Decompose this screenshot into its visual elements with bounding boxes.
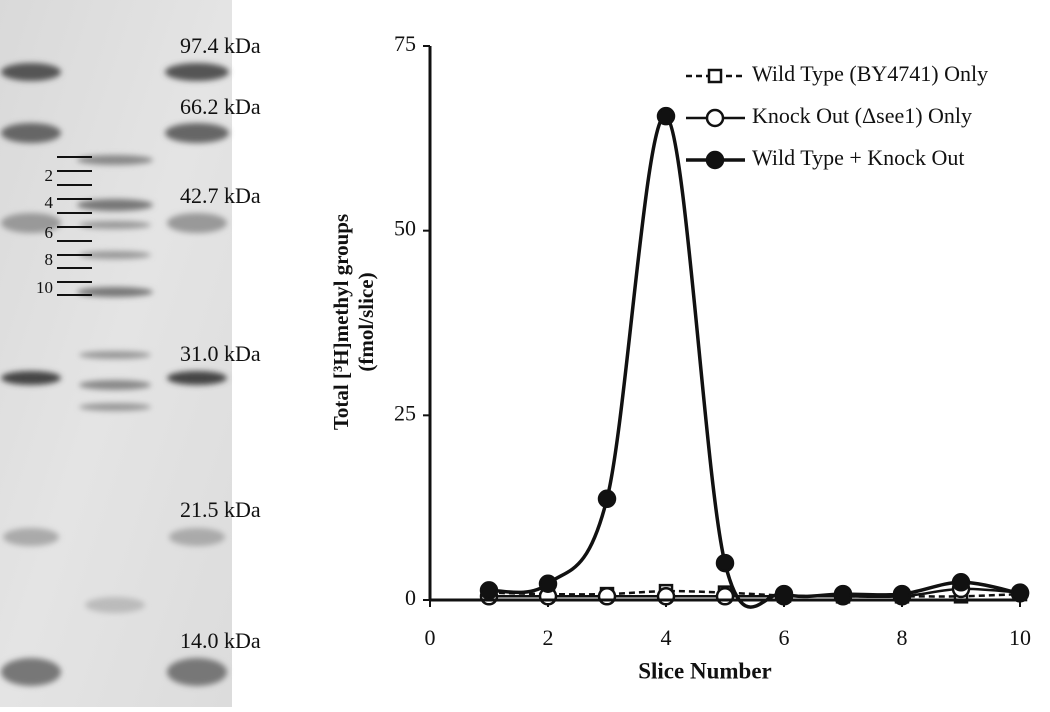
y-axis-label: (fmol/slice)	[354, 272, 378, 371]
marker-label: 21.5 kDa	[180, 497, 261, 522]
series-line	[488, 589, 1021, 598]
marker-label: 97.4 kDa	[180, 33, 261, 58]
slice-label: 6	[45, 223, 54, 242]
slice-ticks	[57, 156, 92, 296]
slice-label: 10	[36, 278, 53, 297]
gel-bands	[1, 63, 229, 686]
marker	[833, 584, 853, 604]
slice-label: 8	[45, 250, 54, 269]
series-line	[488, 114, 1021, 609]
marker	[951, 573, 971, 592]
marker	[656, 106, 676, 126]
marker	[774, 584, 794, 604]
legend-marker	[707, 68, 723, 84]
x-tick-label: 2	[543, 625, 554, 650]
x-tick-label: 10	[1009, 625, 1031, 650]
slice-label: 4	[45, 193, 54, 212]
marker	[656, 587, 676, 606]
marker	[715, 553, 735, 573]
y-tick-label: 0	[405, 585, 416, 610]
marker-label: 42.7 kDa	[180, 183, 261, 208]
legend-label: Wild Type + Knock Out	[752, 145, 964, 170]
marker-label: 66.2 kDa	[180, 94, 261, 119]
y-tick-label: 75	[394, 31, 416, 56]
x-tick-label: 0	[425, 625, 436, 650]
marker	[597, 489, 617, 509]
marker	[892, 584, 912, 604]
x-tick-label: 8	[897, 625, 908, 650]
legend-label: Knock Out (Δsee1) Only	[752, 103, 972, 128]
x-axis-label: Slice Number	[638, 658, 772, 683]
legend-marker	[705, 150, 725, 170]
x-tick-label: 6	[779, 625, 790, 650]
y-axis-label: Total [³H]methyl groups	[329, 214, 353, 430]
legend-marker	[705, 108, 725, 128]
marker-labels: 97.4 kDa 66.2 kDa 42.7 kDa 31.0 kDa 21.5…	[180, 33, 261, 653]
marker	[538, 574, 558, 593]
marker	[715, 587, 735, 606]
y-tick-label: 25	[394, 400, 416, 425]
gel: 2 4 6 8 10 97.4 kDa 66.2 kDa 42.7 kDa 31…	[0, 0, 261, 707]
marker	[597, 587, 617, 606]
chart: Slice Number Total [³H]methyl groups (fm…	[329, 31, 1031, 683]
marker-label: 31.0 kDa	[180, 341, 261, 366]
y-tick-label: 50	[394, 216, 416, 241]
marker	[479, 581, 499, 600]
legend-label: Wild Type (BY4741) Only	[752, 61, 988, 86]
x-tick-label: 4	[661, 625, 672, 650]
series-line	[489, 587, 1021, 599]
marker-label: 14.0 kDa	[180, 628, 261, 653]
slice-labels: 2 4 6 8 10	[36, 166, 54, 297]
slice-label: 2	[45, 166, 54, 185]
